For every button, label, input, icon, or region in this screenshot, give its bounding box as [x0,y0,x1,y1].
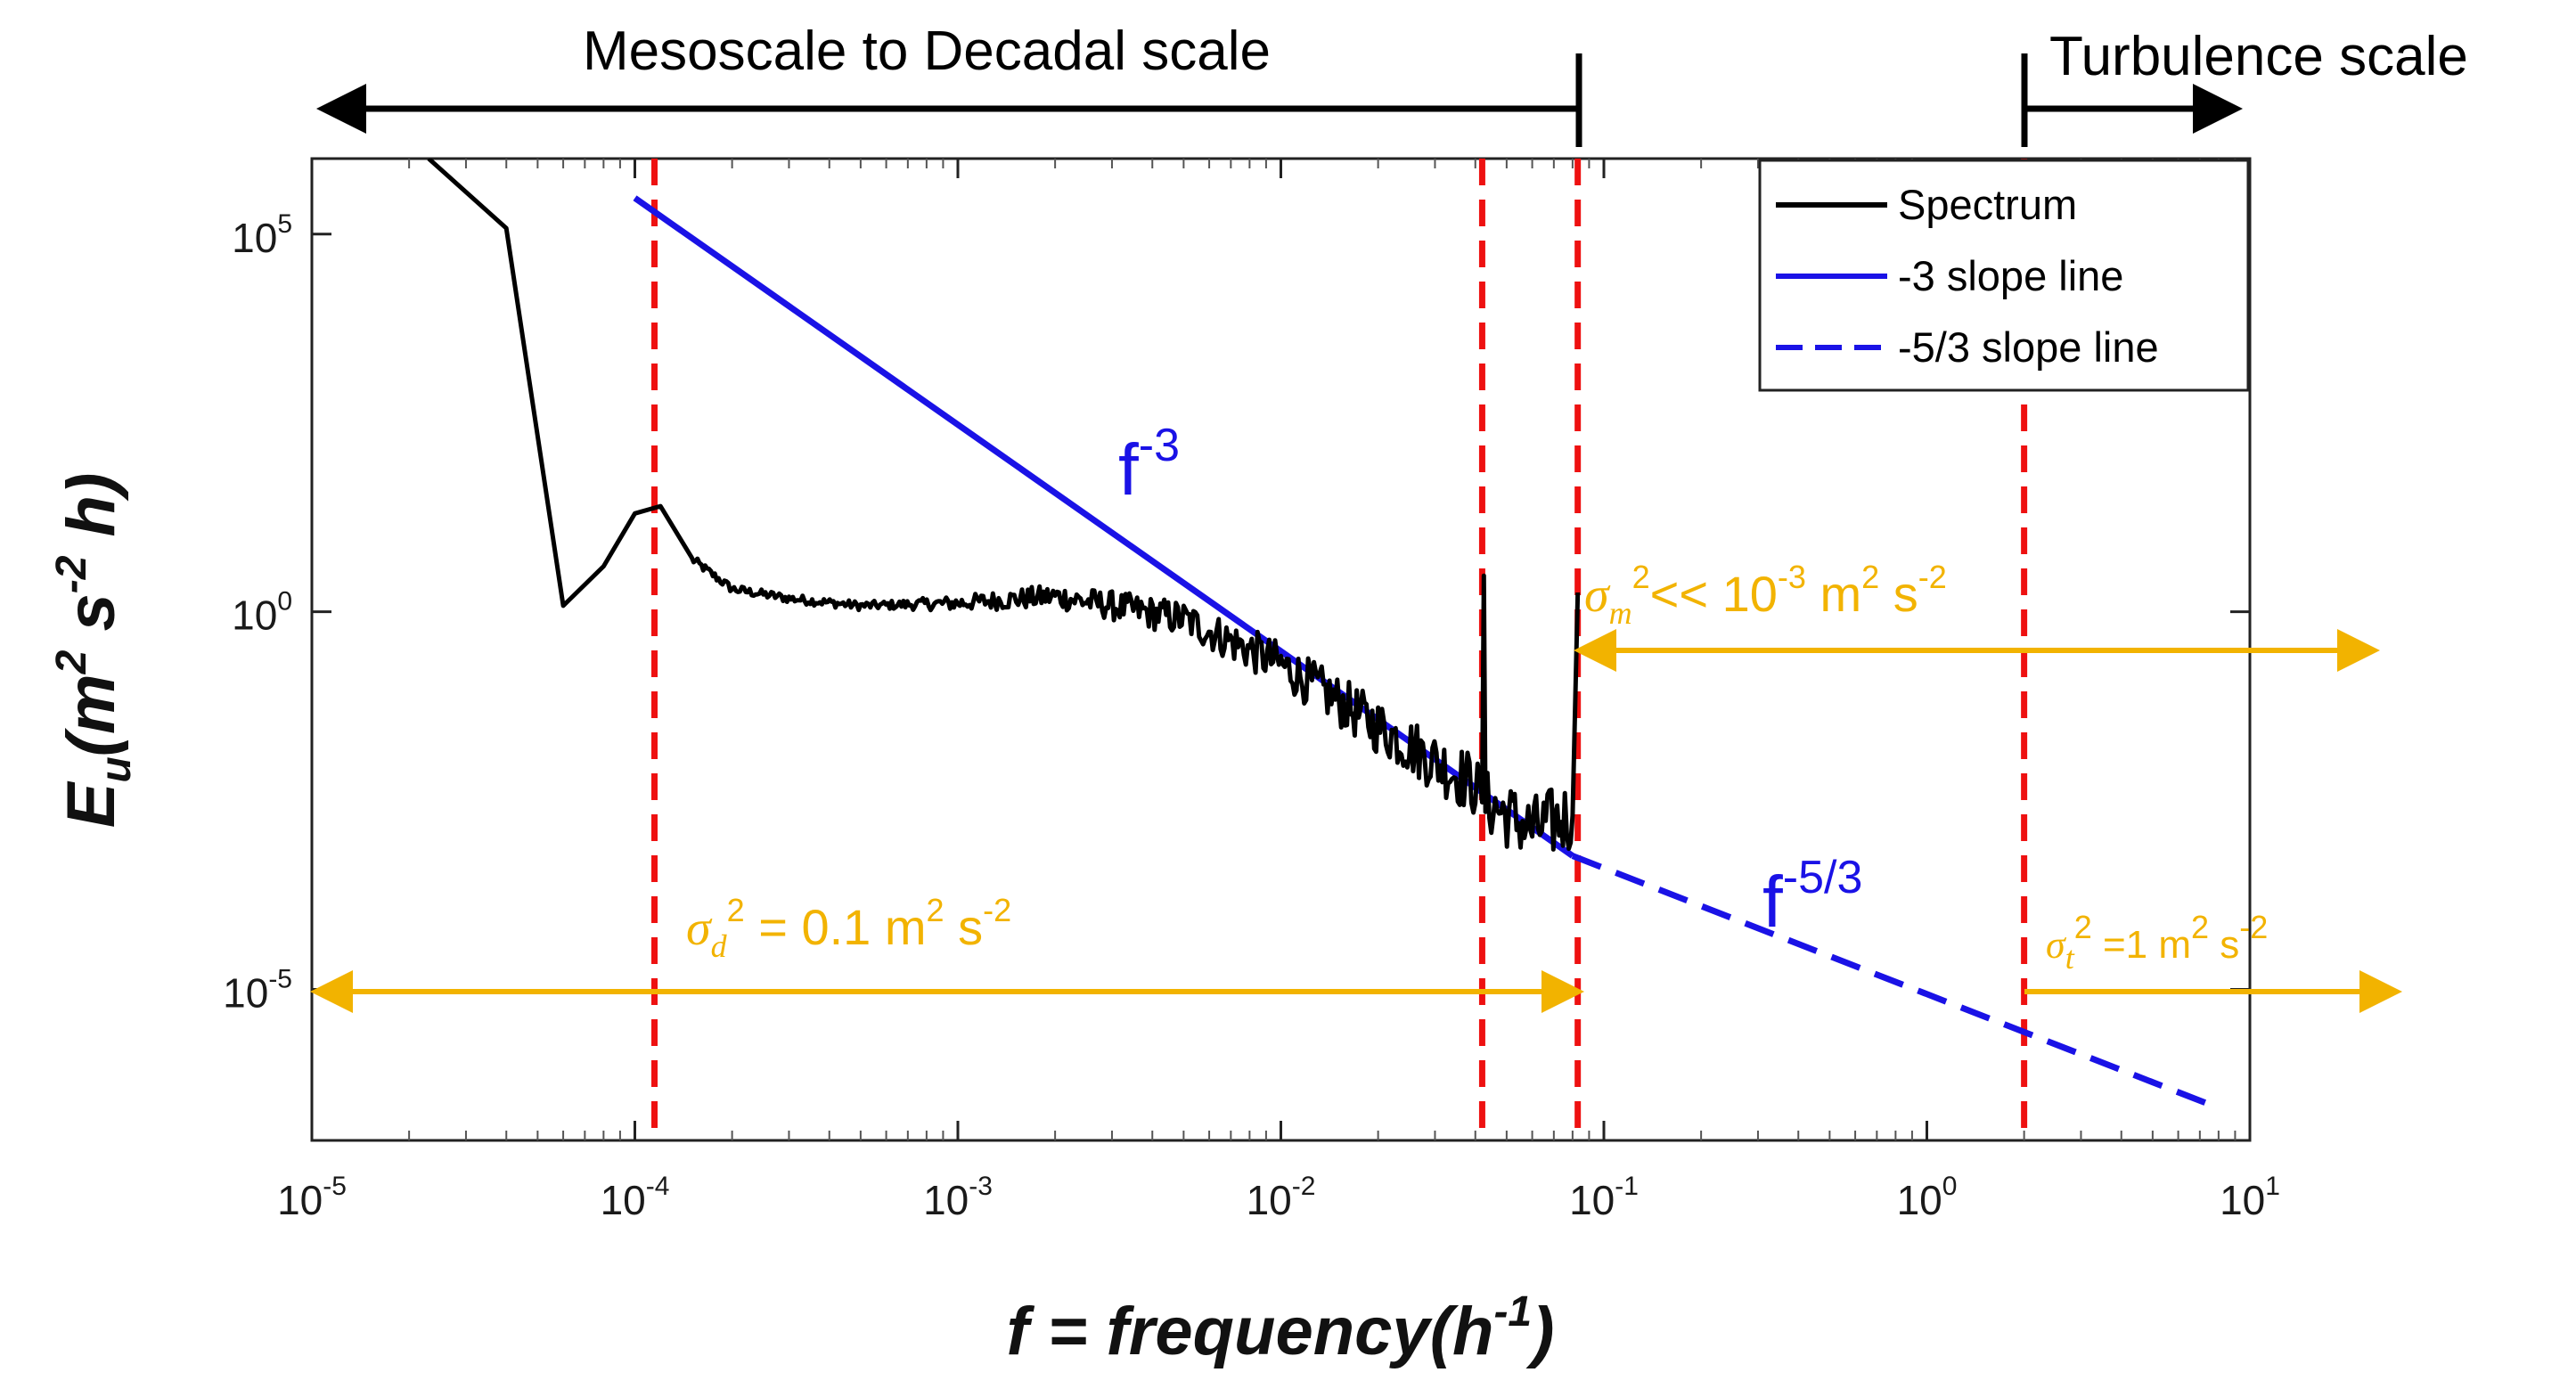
mesoscale-label: Mesoscale to Decadal scale [583,20,1271,82]
x-tick-label: 101 [2220,1172,2280,1223]
scale-arrows: Mesoscale to Decadal scale Turbulence sc… [316,20,2468,147]
y-tick-label: 100 [232,587,292,639]
x-axis-title: f = frequency(h-1) [1007,1288,1555,1369]
y-tick-label: 105 [232,209,292,261]
sigma-t-label: σt2 =1 m2 s-2 [2046,909,2268,976]
legend-label-slope53: -5/3 slope line [1898,323,2159,371]
sigma-m-label: σm2<< 10-3 m2 s-2 [1584,559,1947,631]
tick-labels: 10-5 10-4 10-3 10-2 10-1 100 101 10-5 100 105 [223,209,2280,1223]
spectrum-line [427,159,1581,852]
x-tick-label: 10-5 [277,1172,347,1223]
slope-5-3-line [1571,853,2211,1107]
x-tick-label: 10-4 [601,1172,670,1223]
legend-label-slope3: -3 slope line [1898,252,2123,299]
y-tick-label: 10-5 [223,964,292,1016]
x-tick-label: 10-2 [1247,1172,1316,1223]
legend: Spectrum -3 slope line -5/3 slope line [1758,159,2250,392]
f-3-label: f-3 [1118,420,1180,511]
turbulence-label: Turbulence scale [2049,26,2468,87]
x-tick-label: 10-1 [1569,1172,1639,1223]
legend-label-spectrum: Spectrum [1898,181,2077,228]
f-5-3-label: f-5/3 [1762,852,1862,943]
y-axis-title: Eu(m2 s-2 h) [48,473,140,829]
sigma-d-label: σd2 = 0.1 m2 s-2 [686,892,1011,964]
variance-arrows [310,629,2402,1013]
x-tick-label: 100 [1897,1172,1958,1223]
x-tick-label: 10-3 [923,1172,993,1223]
